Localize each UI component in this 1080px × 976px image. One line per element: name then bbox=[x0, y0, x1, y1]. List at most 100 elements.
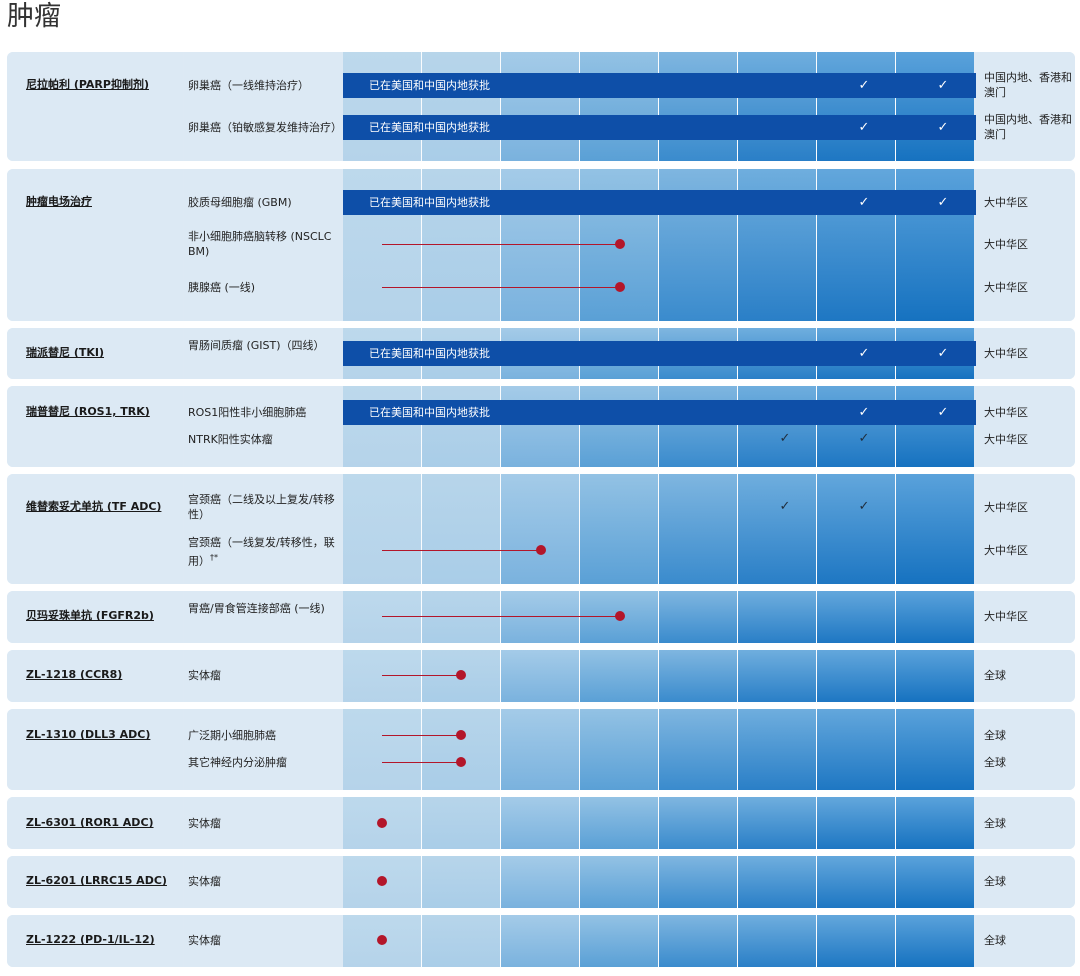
phase-column bbox=[343, 591, 421, 643]
phase-column bbox=[896, 52, 974, 161]
phase-divider bbox=[658, 52, 659, 161]
phase-divider bbox=[895, 169, 896, 321]
phase-divider bbox=[816, 856, 817, 908]
phase-divider bbox=[737, 52, 738, 161]
indication-text: 广泛期小细胞肺癌 bbox=[188, 729, 276, 742]
progress-dot bbox=[377, 935, 387, 945]
region-label: 大中华区 bbox=[984, 406, 1028, 419]
region-label: 全球 bbox=[984, 756, 1006, 769]
phase-divider bbox=[895, 591, 896, 643]
phase-divider bbox=[816, 386, 817, 467]
drug-name-link[interactable]: 肿瘤电场治疗 bbox=[26, 195, 92, 208]
indication-label: 宫颈癌（二线及以上复发/转移性） bbox=[188, 492, 342, 522]
phase-divider bbox=[737, 591, 738, 643]
region-column bbox=[977, 797, 1075, 849]
drug-name-link[interactable]: 瑞普替尼 (ROS1, TRK) bbox=[26, 405, 150, 418]
phase-column bbox=[659, 386, 737, 467]
progress-dot bbox=[615, 239, 625, 249]
check-icon: ✓ bbox=[779, 431, 791, 446]
phase-divider bbox=[579, 915, 580, 967]
phase-column bbox=[659, 52, 737, 161]
phase-column bbox=[659, 797, 737, 849]
phase-divider bbox=[579, 797, 580, 849]
phase-divider bbox=[816, 52, 817, 161]
phase-divider bbox=[658, 169, 659, 321]
region-column bbox=[977, 856, 1075, 908]
phase-column bbox=[738, 915, 816, 967]
phase-column bbox=[501, 52, 579, 161]
phase-column bbox=[817, 709, 895, 790]
phase-divider bbox=[421, 52, 422, 161]
phase-divider bbox=[421, 915, 422, 967]
drug-name-link[interactable]: ZL-1310 (DLL3 ADC) bbox=[26, 728, 151, 741]
phase-column bbox=[659, 709, 737, 790]
phase-divider bbox=[421, 474, 422, 584]
phase-divider bbox=[500, 591, 501, 643]
drug-column bbox=[7, 709, 183, 790]
indication-column bbox=[184, 474, 342, 584]
indication-column bbox=[184, 797, 342, 849]
phase-column bbox=[501, 591, 579, 643]
drug-column bbox=[7, 591, 183, 643]
region-label: 中国内地、香港和澳门 bbox=[984, 71, 1072, 99]
phase-divider bbox=[816, 474, 817, 584]
phase-divider bbox=[579, 474, 580, 584]
drug-name-link[interactable]: 贝玛妥珠单抗 (FGFR2b) bbox=[26, 609, 154, 622]
phase-divider bbox=[737, 169, 738, 321]
progress-dot bbox=[456, 757, 466, 767]
phase-divider bbox=[421, 650, 422, 702]
phase-divider bbox=[579, 386, 580, 467]
phase-divider bbox=[816, 169, 817, 321]
indication-text: 实体瘤 bbox=[188, 817, 221, 830]
phase-column bbox=[896, 386, 974, 467]
approved-status-bar: 已在美国和中国内地获批 ✓ ✓ bbox=[343, 73, 976, 98]
phase-column bbox=[817, 591, 895, 643]
region-label: 中国内地、香港和澳门 bbox=[984, 113, 1072, 141]
region-column bbox=[977, 915, 1075, 967]
drug-name-link[interactable]: ZL-1218 (CCR8) bbox=[26, 668, 123, 681]
progress-dot bbox=[377, 876, 387, 886]
phase-column bbox=[817, 386, 895, 467]
phase-divider bbox=[579, 650, 580, 702]
region-column bbox=[977, 328, 1075, 379]
phase-divider bbox=[658, 856, 659, 908]
phase-column bbox=[738, 709, 816, 790]
progress-dot bbox=[615, 611, 625, 621]
phase-divider bbox=[816, 915, 817, 967]
check-icon: ✓ bbox=[858, 78, 870, 93]
approved-status-bar: 已在美国和中国内地获批 ✓ ✓ bbox=[343, 341, 976, 366]
pipeline-group: 尼拉帕利 (PARP抑制剂) 卵巢癌（一线维持治疗） 中国内地、香港和澳门 已在美国和… bbox=[7, 52, 1075, 161]
drug-name-link[interactable]: ZL-6201 (LRRC15 ADC) bbox=[26, 874, 167, 887]
region-label: 全球 bbox=[984, 817, 1006, 830]
phase-column bbox=[343, 709, 421, 790]
phase-column bbox=[422, 856, 500, 908]
pipeline-group: 贝玛妥珠单抗 (FGFR2b) 胃癌/胃食管连接部癌 (一线) 大中华区 bbox=[7, 591, 1075, 643]
indication-text: NTRK阳性实体瘤 bbox=[188, 433, 273, 446]
phase-column bbox=[501, 709, 579, 790]
indication-column bbox=[184, 591, 342, 643]
indication-column bbox=[184, 169, 342, 321]
phase-divider bbox=[500, 915, 501, 967]
phase-column bbox=[422, 52, 500, 161]
progress-line bbox=[382, 616, 620, 617]
phase-divider bbox=[895, 709, 896, 790]
check-icon: ✓ bbox=[858, 499, 870, 514]
phase-divider bbox=[421, 856, 422, 908]
phase-divider bbox=[737, 709, 738, 790]
check-icon: ✓ bbox=[858, 195, 870, 210]
drug-name-link[interactable]: 瑞派替尼 (TKI) bbox=[26, 346, 105, 359]
indication-label: 非小细胞肺癌脑转移 (NSCLC BM) bbox=[188, 229, 342, 259]
approved-label: 已在美国和中国内地获批 bbox=[369, 347, 490, 360]
drug-name-link[interactable]: 维替索妥尤单抗 (TF ADC) bbox=[26, 500, 162, 513]
phase-divider bbox=[421, 386, 422, 467]
phase-divider bbox=[579, 856, 580, 908]
progress-dot bbox=[456, 730, 466, 740]
phase-column bbox=[422, 386, 500, 467]
region-label: 全球 bbox=[984, 729, 1006, 742]
phase-column bbox=[896, 474, 974, 584]
drug-name-link[interactable]: ZL-6301 (ROR1 ADC) bbox=[26, 816, 154, 829]
phase-column bbox=[896, 709, 974, 790]
drug-column bbox=[7, 169, 183, 321]
drug-name-link[interactable]: 尼拉帕利 (PARP抑制剂) bbox=[26, 78, 149, 91]
drug-name-link[interactable]: ZL-1222 (PD-1/IL-12) bbox=[26, 933, 155, 946]
